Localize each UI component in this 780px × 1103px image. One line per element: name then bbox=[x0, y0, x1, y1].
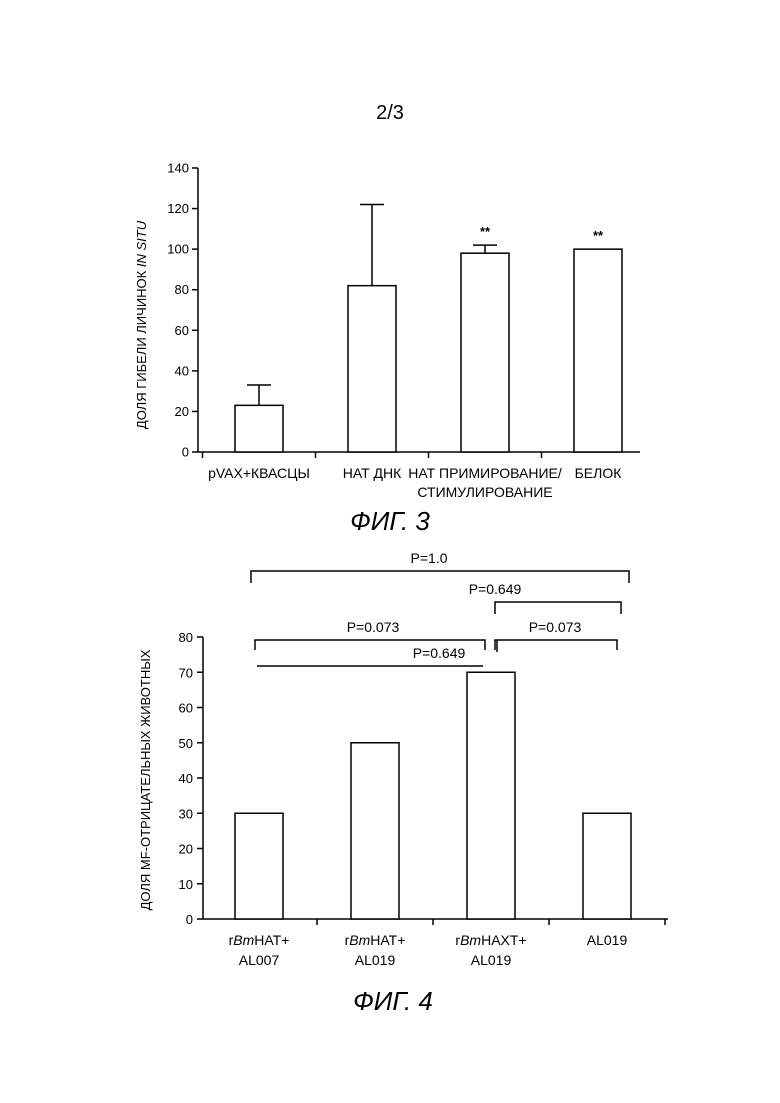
y-tick-label: 10 bbox=[179, 877, 193, 892]
y-tick-label: 30 bbox=[179, 806, 193, 821]
comparison-bracket bbox=[251, 571, 629, 583]
y-tick-label: 60 bbox=[179, 701, 193, 716]
p-value-label: P=0.649 bbox=[469, 581, 522, 597]
y-tick-label: 50 bbox=[179, 736, 193, 751]
y-tick-label: 40 bbox=[179, 771, 193, 786]
y-tick-label: 80 bbox=[179, 630, 193, 645]
bar bbox=[351, 743, 399, 919]
y-tick-label: 70 bbox=[179, 665, 193, 680]
p-value-label: P=0.073 bbox=[347, 619, 400, 635]
x-category-label-line2: AL007 bbox=[239, 952, 280, 968]
x-category-label: rBmHAT+ bbox=[229, 932, 290, 948]
x-category-label-line2: AL019 bbox=[355, 952, 396, 968]
bar bbox=[235, 813, 283, 919]
p-value-label: P=0.073 bbox=[529, 619, 582, 635]
comparison-bracket bbox=[495, 602, 621, 614]
p-value-label: P=1.0 bbox=[411, 550, 448, 566]
bar bbox=[583, 813, 631, 919]
y-tick-label: 0 bbox=[186, 912, 193, 927]
p-value-label: P=0.649 bbox=[413, 645, 466, 661]
x-category-label: rBmHAT+ bbox=[345, 932, 406, 948]
bar bbox=[467, 672, 515, 919]
x-category-label-line2: AL019 bbox=[471, 952, 512, 968]
x-category-label: AL019 bbox=[587, 932, 628, 948]
y-tick-label: 20 bbox=[179, 842, 193, 857]
figure-4-caption: ФИГ. 4 bbox=[353, 986, 433, 1016]
comparison-bracket bbox=[495, 640, 617, 650]
y-axis-label: ДОЛЯ MF-ОТРИЦАТЕЛЬНЫХ ЖИВОТНЫХ bbox=[138, 649, 153, 910]
x-category-label: rBmHAXT+ bbox=[455, 932, 526, 948]
